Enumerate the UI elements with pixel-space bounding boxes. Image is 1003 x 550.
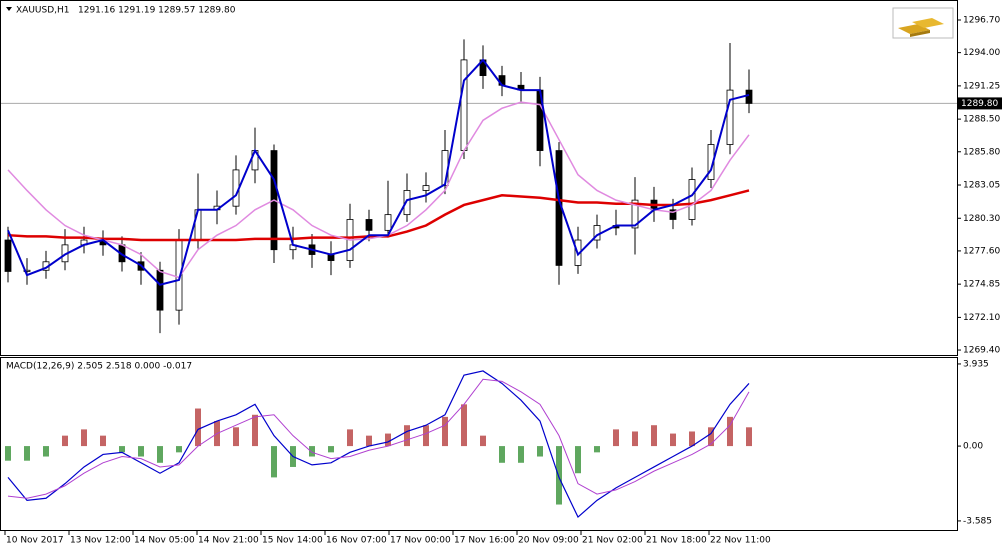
price-tick-label: 1296.70: [963, 15, 1000, 25]
macd-bar: [43, 446, 49, 457]
macd-bar: [195, 408, 201, 447]
macd-bar: [670, 433, 676, 447]
indicator-line: [7, 378, 750, 499]
candle-body: [403, 190, 411, 216]
macd-bar: [347, 429, 353, 447]
macd-bar: [442, 416, 448, 447]
dropdown-icon[interactable]: [6, 7, 12, 11]
price-tick-label: 1269.40: [963, 346, 1000, 356]
candle-body: [631, 199, 639, 229]
price-tick-label: 1280.30: [963, 214, 1000, 224]
macd-bar: [480, 435, 486, 447]
candle-body: [745, 89, 753, 104]
candle-body: [669, 209, 677, 220]
indicator-line: [7, 101, 750, 279]
price-tick-label: 1277.60: [963, 246, 1000, 256]
macd-bar: [499, 446, 505, 463]
macd-bar: [404, 425, 410, 447]
macd-label: MACD(12,26,9) 2.505 2.518 0.000 -0.017: [6, 362, 192, 372]
price-pane: [0, 0, 958, 356]
macd-bar: [366, 435, 372, 447]
time-label: 10 Nov 2017: [6, 536, 64, 546]
candle-body: [365, 219, 373, 231]
macd-bar: [271, 446, 277, 478]
candle-body: [4, 239, 12, 272]
gold-icon[interactable]: [892, 7, 954, 39]
macd-bar: [385, 433, 391, 447]
macd-bar: [727, 416, 733, 447]
price-tick-label: 1294.00: [963, 48, 1000, 58]
candle-body: [726, 89, 734, 145]
price-tick-label: 1272.10: [963, 313, 1000, 323]
macd-bar: [461, 404, 467, 447]
macd-bar: [575, 446, 581, 474]
time-label: 20 Nov 09:00: [518, 536, 579, 546]
time-label: 17 Nov 16:00: [454, 536, 515, 546]
time-label: 14 Nov 21:00: [198, 536, 259, 546]
macd-bar: [537, 446, 543, 457]
macd-bar: [613, 429, 619, 447]
macd-bar: [176, 446, 182, 453]
current-price-label: 1289.80: [961, 99, 998, 109]
macd-bar: [556, 446, 562, 505]
time-label: 16 Nov 07:00: [326, 536, 387, 546]
indicator-line: [7, 58, 750, 286]
macd-bar: [252, 414, 258, 447]
candle-body: [384, 214, 392, 231]
macd-tick-label: -3.585: [963, 516, 992, 526]
macd-bar: [309, 446, 315, 457]
time-label: 15 Nov 14:00: [262, 536, 323, 546]
macd-bar: [632, 431, 638, 447]
macd-bar: [651, 425, 657, 447]
candle-body: [23, 269, 31, 272]
macd-bar: [746, 427, 752, 447]
macd-bar: [81, 429, 87, 447]
price-tick-label: 1274.85: [963, 280, 1000, 290]
price-tick-label: 1288.50: [963, 115, 1000, 125]
macd-bar: [594, 446, 600, 453]
macd-bar: [518, 446, 524, 463]
macd-bar: [138, 446, 144, 457]
ohlc-label: 1291.16 1291.19 1289.57 1289.80: [78, 6, 236, 16]
time-label: 17 Nov 00:00: [390, 536, 451, 546]
current-price-box: [958, 97, 1002, 110]
candle-body: [422, 185, 430, 191]
gold-bar: [912, 18, 944, 28]
candle-body: [156, 269, 164, 311]
macd-bar: [5, 446, 11, 461]
macd-bar: [119, 446, 125, 453]
macd-bar: [423, 425, 429, 447]
macd-bar: [157, 446, 163, 463]
macd-bar: [62, 435, 68, 447]
macd-tick-label: 3.935: [963, 359, 989, 369]
macd-bar: [328, 446, 334, 453]
time-label: 14 Nov 05:00: [134, 536, 195, 546]
price-tick-label: 1285.80: [963, 147, 1000, 157]
macd-bar: [233, 427, 239, 447]
symbol-label: XAUUSD,H1: [16, 6, 70, 16]
macd-bar: [689, 431, 695, 447]
candle-body: [460, 59, 468, 151]
time-label: 22 Nov 11:00: [710, 536, 771, 546]
gold-bar: [910, 30, 930, 37]
macd-bar: [24, 446, 30, 461]
macd-pane: [0, 357, 958, 531]
macd-bar: [708, 427, 714, 447]
candle-body: [688, 179, 696, 220]
price-tick-label: 1283.05: [963, 181, 1000, 191]
macd-bar: [100, 435, 106, 447]
macd-tick-label: 0.00: [963, 442, 983, 452]
time-label: 21 Nov 18:00: [646, 536, 707, 546]
price-tick-label: 1291.25: [963, 81, 1000, 91]
time-label: 13 Nov 12:00: [70, 536, 131, 546]
time-label: 21 Nov 02:00: [582, 536, 643, 546]
